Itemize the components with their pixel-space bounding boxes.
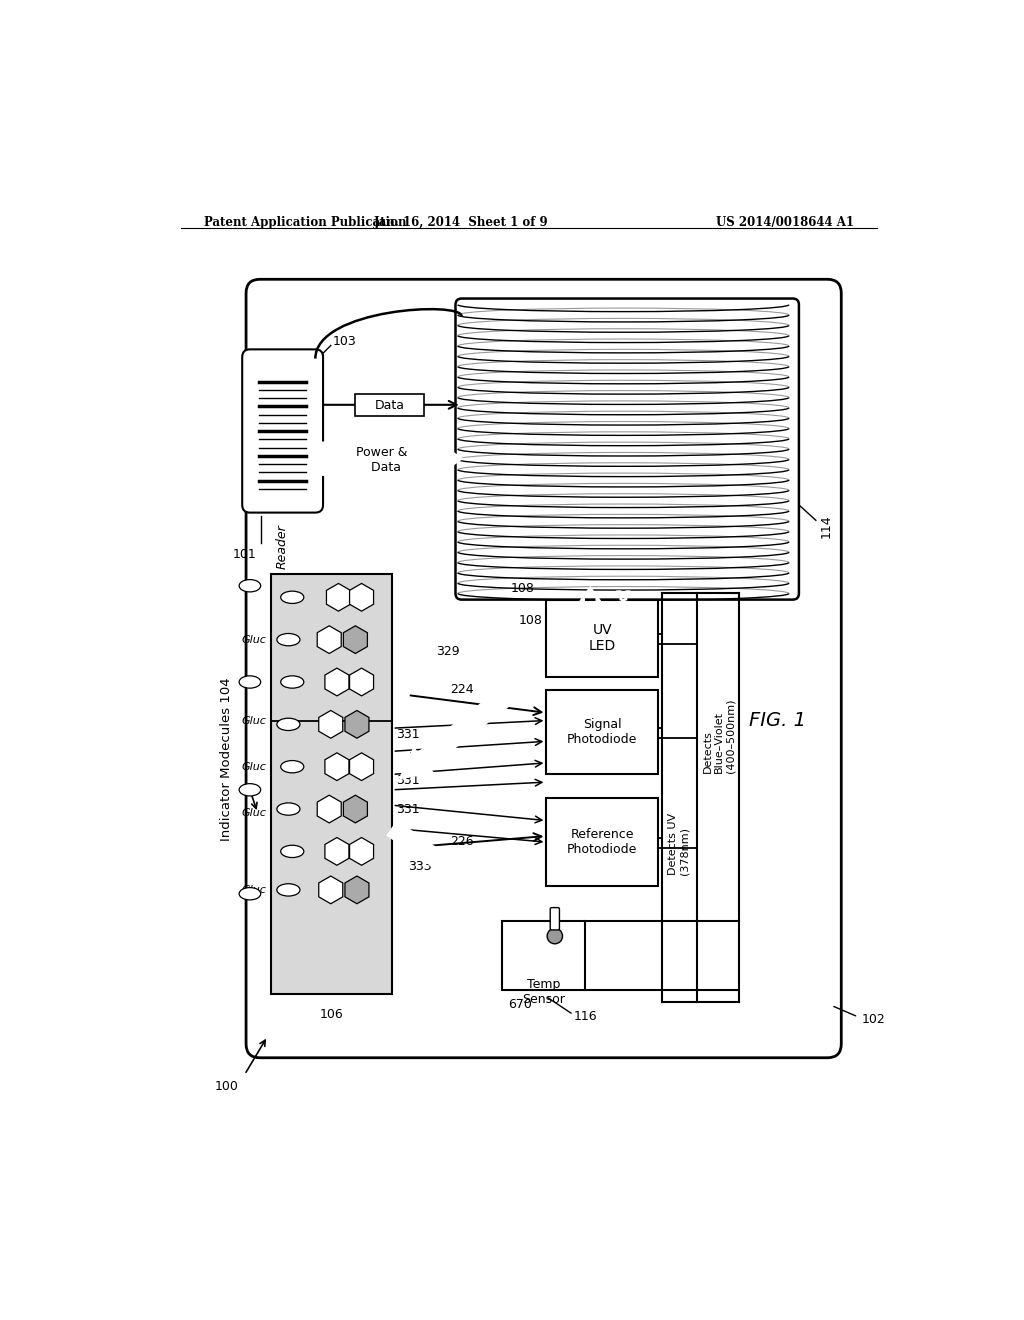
Ellipse shape <box>240 887 261 900</box>
Ellipse shape <box>281 760 304 774</box>
Text: Patent Application Publication: Patent Application Publication <box>204 216 407 230</box>
FancyArrow shape <box>316 437 462 480</box>
Text: 226: 226 <box>450 834 473 847</box>
Polygon shape <box>325 668 349 696</box>
Polygon shape <box>349 752 374 780</box>
Text: US 2014/0018644 A1: US 2014/0018644 A1 <box>717 216 854 230</box>
Text: 103: 103 <box>333 335 356 348</box>
Text: Gluc: Gluc <box>242 635 267 644</box>
Text: Data: Data <box>375 399 404 412</box>
FancyArrow shape <box>616 591 631 602</box>
Text: 116: 116 <box>573 1010 597 1023</box>
Ellipse shape <box>276 718 300 730</box>
Polygon shape <box>345 876 369 904</box>
Text: Reader: Reader <box>276 524 289 569</box>
FancyArrow shape <box>581 587 600 601</box>
Text: Power &
  Data: Power & Data <box>355 446 408 474</box>
Bar <box>547 689 658 775</box>
Text: 108: 108 <box>519 614 543 627</box>
Bar <box>547 797 658 886</box>
Text: 114: 114 <box>819 515 833 539</box>
Text: 106: 106 <box>319 1007 343 1020</box>
Text: 331: 331 <box>396 803 420 816</box>
Text: 331: 331 <box>396 727 420 741</box>
Bar <box>502 921 585 990</box>
Polygon shape <box>317 795 341 822</box>
Ellipse shape <box>240 676 261 688</box>
Ellipse shape <box>240 579 261 591</box>
Polygon shape <box>343 795 368 822</box>
Text: 331: 331 <box>408 751 431 764</box>
Ellipse shape <box>276 884 300 896</box>
Ellipse shape <box>276 803 300 816</box>
Text: 670: 670 <box>508 998 531 1011</box>
Bar <box>547 599 658 677</box>
Text: Jan. 16, 2014  Sheet 1 of 9: Jan. 16, 2014 Sheet 1 of 9 <box>375 216 549 230</box>
Polygon shape <box>317 626 341 653</box>
Text: Signal
Photodiode: Signal Photodiode <box>567 718 637 746</box>
Polygon shape <box>349 838 374 866</box>
Ellipse shape <box>281 676 304 688</box>
Text: Gluc: Gluc <box>242 762 267 772</box>
Text: UV
LED: UV LED <box>589 623 615 653</box>
Polygon shape <box>318 710 343 738</box>
Text: Gluc: Gluc <box>242 808 267 818</box>
Text: Gluc: Gluc <box>242 715 267 726</box>
Text: 101: 101 <box>232 548 256 561</box>
Ellipse shape <box>281 845 304 858</box>
Text: 329: 329 <box>436 644 460 657</box>
FancyArrow shape <box>387 821 515 913</box>
Polygon shape <box>343 626 368 653</box>
Polygon shape <box>345 710 369 738</box>
FancyBboxPatch shape <box>243 350 323 512</box>
Text: Reference
Photodiode: Reference Photodiode <box>567 828 637 855</box>
Text: 100: 100 <box>214 1080 239 1093</box>
Polygon shape <box>325 838 349 866</box>
Text: Gluc: Gluc <box>242 884 267 895</box>
Ellipse shape <box>240 784 261 796</box>
Polygon shape <box>349 668 374 696</box>
Text: 331: 331 <box>396 774 420 787</box>
FancyBboxPatch shape <box>270 574 392 994</box>
Text: 102: 102 <box>861 1012 885 1026</box>
Text: 224: 224 <box>450 682 473 696</box>
Polygon shape <box>325 752 349 780</box>
Text: FIG. 1: FIG. 1 <box>749 711 806 730</box>
Polygon shape <box>327 583 350 611</box>
Text: Detects UV
(378nm): Detects UV (378nm) <box>668 813 689 875</box>
Text: Temp
Sensor: Temp Sensor <box>522 978 564 1006</box>
FancyBboxPatch shape <box>246 280 842 1057</box>
Circle shape <box>547 928 562 944</box>
Polygon shape <box>349 583 374 611</box>
Text: 108: 108 <box>511 582 535 594</box>
Text: Indicator Modecules 104: Indicator Modecules 104 <box>220 677 233 841</box>
Ellipse shape <box>276 634 300 645</box>
Polygon shape <box>318 876 343 904</box>
Bar <box>354 395 424 416</box>
FancyArrow shape <box>400 678 525 779</box>
Text: Detects
Blue–Violet
(400–500nm): Detects Blue–Violet (400–500nm) <box>702 698 736 774</box>
FancyBboxPatch shape <box>550 908 559 929</box>
Text: 333: 333 <box>408 861 431 874</box>
Ellipse shape <box>281 591 304 603</box>
